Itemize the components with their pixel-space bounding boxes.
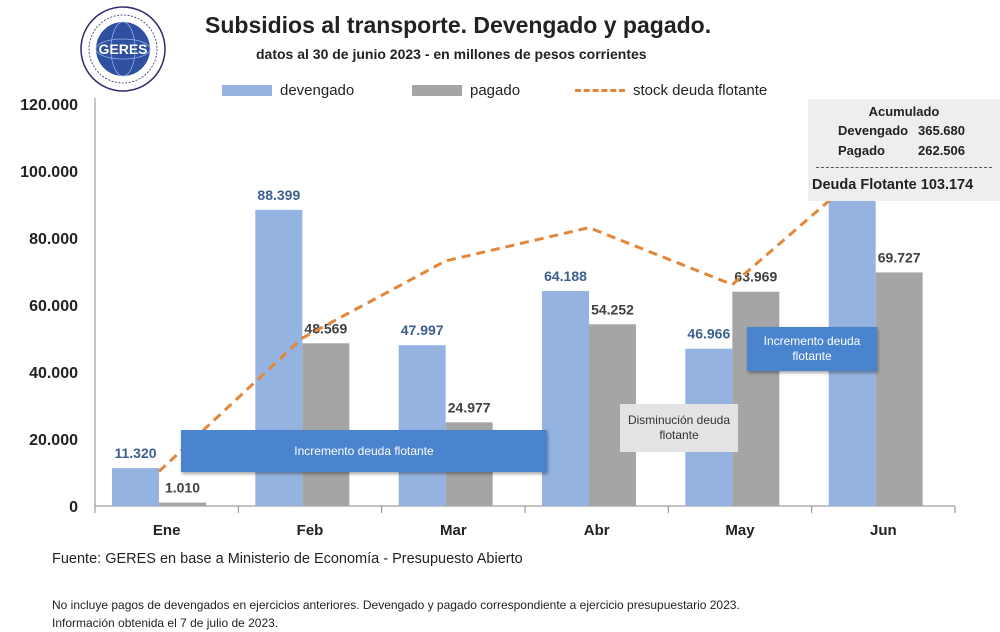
x-tick-label: Abr xyxy=(584,522,610,539)
annotation-disminucion: Disminución deuda flotante xyxy=(620,404,738,452)
annotation-incremento-2: Incremento deuda flotante xyxy=(747,327,877,371)
data-label-devengado: 46.966 xyxy=(687,326,730,342)
legend-item-devengado: devengado xyxy=(222,82,354,99)
bar-devengado xyxy=(398,345,446,506)
chart-subtitle: datos al 30 de junio 2023 - en millones … xyxy=(256,46,647,62)
acumulado-pagado-label: Pagado xyxy=(838,143,885,158)
logo-text: GERES xyxy=(98,41,147,57)
acumulado-devengado-value: 365.680 xyxy=(918,123,965,138)
acumulado-devengado-label: Devengado xyxy=(838,123,909,138)
data-label-pagado: 63.969 xyxy=(734,269,777,285)
acumulado-deuda: Deuda Flotante 103.174 xyxy=(812,177,974,193)
y-tick-label: 60.000 xyxy=(29,298,78,315)
chart-title: Subsidios al transporte. Devengado y pag… xyxy=(205,12,712,38)
x-tick-label: Jun xyxy=(870,522,897,539)
acumulado-pagado-value: 262.506 xyxy=(918,143,965,158)
x-tick-label: May xyxy=(725,522,755,539)
y-tick-label: 100.000 xyxy=(20,164,78,181)
acumulado-pagado-row: Pagado 262.506 xyxy=(838,143,965,158)
legend-item-pagado: pagado xyxy=(412,82,520,99)
acumulado-separator xyxy=(816,167,992,168)
source-note: Fuente: GERES en base a Ministerio de Ec… xyxy=(52,551,523,567)
y-tick-label: 120.000 xyxy=(20,97,78,114)
legend-swatch-deuda xyxy=(575,89,625,92)
x-tick-label: Mar xyxy=(440,522,467,539)
data-label-pagado: 48.569 xyxy=(304,320,347,336)
y-tick-label: 20.000 xyxy=(29,432,78,449)
data-label-pagado: 69.727 xyxy=(878,249,921,265)
legend-label-deuda: stock deuda flotante xyxy=(633,82,768,99)
acumulado-box: Acumulado Devengado 365.680 Pagado 262.5… xyxy=(808,99,1000,201)
geres-logo: GERES xyxy=(80,6,166,92)
data-label-devengado: 64.188 xyxy=(544,268,587,284)
legend-label-pagado: pagado xyxy=(470,82,521,99)
y-tick-label: 80.000 xyxy=(29,231,78,248)
line-deuda-flotante xyxy=(157,159,877,473)
chart-legend: devengado pagado stock deuda flotante xyxy=(0,82,1000,100)
legend-item-deuda: stock deuda flotante xyxy=(575,82,767,99)
legend-swatch-pagado xyxy=(412,85,462,96)
bar-pagado xyxy=(732,291,780,506)
x-tick-label: Ene xyxy=(153,522,181,539)
data-label-devengado: 47.997 xyxy=(401,322,444,338)
y-tick-label: 40.000 xyxy=(29,365,78,382)
acumulado-title: Acumulado xyxy=(868,104,940,119)
bar-pagado xyxy=(159,502,206,506)
x-tick-label: Feb xyxy=(297,522,324,539)
bar-pagado xyxy=(875,272,923,506)
acumulado-devengado-row: Devengado 365.680 xyxy=(838,123,965,138)
annotation-incremento-1: Incremento deuda flotante xyxy=(181,430,547,472)
footnote-1: No incluye pagos de devengados en ejerci… xyxy=(52,598,740,612)
data-label-devengado: 88.399 xyxy=(257,187,300,203)
footnote-2: Información obtenida el 7 de julio de 20… xyxy=(52,616,279,630)
legend-label-devengado: devengado xyxy=(280,82,355,99)
data-label-pagado: 1.010 xyxy=(165,480,200,496)
data-label-pagado: 24.977 xyxy=(448,399,491,415)
y-tick-label: 0 xyxy=(69,499,78,516)
legend-swatch-devengado xyxy=(222,85,272,96)
bar-pagado xyxy=(302,343,350,506)
data-label-pagado: 54.252 xyxy=(591,301,634,317)
data-label-devengado: 11.320 xyxy=(114,445,156,461)
bar-devengado xyxy=(542,290,589,506)
bar-devengado xyxy=(112,468,159,506)
